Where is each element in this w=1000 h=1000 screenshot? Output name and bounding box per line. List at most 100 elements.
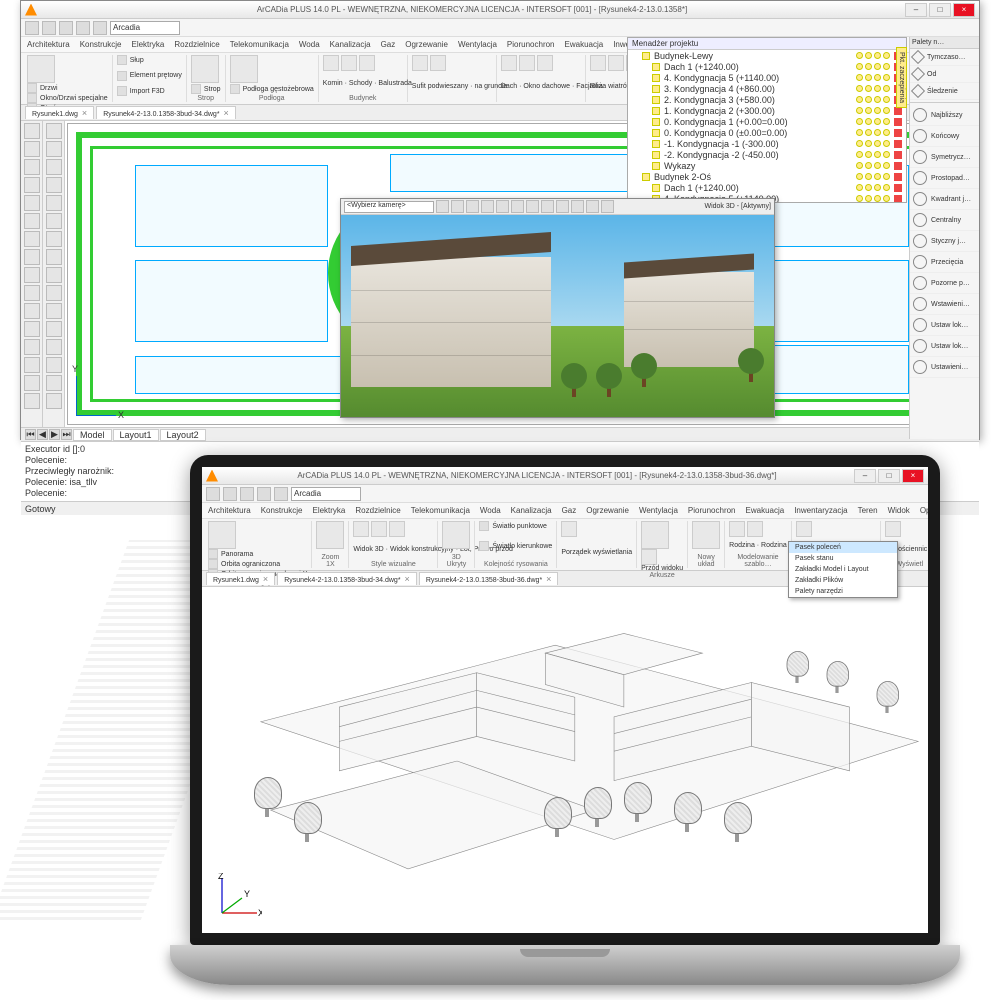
v3d-tool-icon[interactable] <box>436 200 449 213</box>
ribbon-icon[interactable] <box>608 55 624 71</box>
menu-tab[interactable]: Gaz <box>562 503 577 518</box>
tool-icon[interactable] <box>24 213 40 229</box>
tree-row[interactable]: Budynek-Lewy <box>628 50 906 61</box>
ribbon-big-icon[interactable] <box>191 55 219 83</box>
qat-new-icon[interactable] <box>25 21 39 35</box>
tool-icon[interactable] <box>24 159 40 175</box>
v3d-tool-icon[interactable] <box>571 200 584 213</box>
close-button[interactable]: × <box>902 469 924 483</box>
ribbon-big-icon[interactable] <box>230 55 258 83</box>
menu-tab[interactable]: Architektura <box>27 37 70 52</box>
menu-tab[interactable]: Elektryka <box>131 37 164 52</box>
titlebar[interactable]: ArCADia PLUS 14.0 PL - WEWNĘTRZNA, NIEKO… <box>202 467 928 485</box>
tree-row[interactable]: 3. Kondygnacja 4 (+860.00) <box>628 83 906 94</box>
ribbon-big-icon[interactable] <box>641 521 669 549</box>
tree-row[interactable]: Wykazy <box>628 160 906 171</box>
minimize-button[interactable]: – <box>905 3 927 17</box>
tool-icon[interactable] <box>24 123 40 139</box>
menu-tab[interactable]: Konstrukcje <box>261 503 303 518</box>
tool-icon[interactable] <box>24 357 40 373</box>
tool-icon[interactable] <box>46 213 62 229</box>
tool-icon[interactable] <box>24 267 40 283</box>
tab-close-icon[interactable]: × <box>546 574 551 584</box>
tool-icon[interactable] <box>46 231 62 247</box>
menu-tab[interactable]: Piorunochron <box>507 37 555 52</box>
layout-nav-next[interactable]: ▶ <box>49 429 60 440</box>
ribbon-item[interactable]: Podłoga gęstożebrowa <box>230 84 314 94</box>
tool-icon[interactable] <box>24 249 40 265</box>
qat-icon[interactable] <box>240 487 254 501</box>
tool-icon[interactable] <box>46 375 62 391</box>
tool-icon[interactable] <box>46 249 62 265</box>
v3d-tool-icon[interactable] <box>466 200 479 213</box>
palette-item[interactable]: Ustawieni… <box>910 357 979 378</box>
palette-item[interactable]: Tymczaso… <box>910 49 979 66</box>
menu-tab[interactable]: Woda <box>299 37 320 52</box>
tree-row[interactable]: 0. Kondygnacja 0 (±0.00=0.00) <box>628 127 906 138</box>
qat-redo-icon[interactable] <box>93 21 107 35</box>
tool-icon[interactable] <box>46 321 62 337</box>
tool-icon[interactable] <box>46 159 62 175</box>
ribbon-item[interactable]: Panorama <box>208 549 307 559</box>
palette-item[interactable]: Ustaw lok… <box>910 315 979 336</box>
ribbon-icon[interactable] <box>359 55 375 71</box>
tool-icon[interactable] <box>24 321 40 337</box>
ribbon-big-icon[interactable] <box>442 521 470 549</box>
document-tab[interactable]: Rysunek4-2-13.0.1358-3bud-34.dwg*× <box>277 572 417 585</box>
tree-row[interactable]: -2. Kondygnacja -2 (-450.00) <box>628 149 906 160</box>
menu-tab[interactable]: Ogrzewanie <box>405 37 448 52</box>
ribbon-icon[interactable] <box>537 55 553 71</box>
project-manager-panel[interactable]: Menadżer projektu Budynek-LewyDach 1 (+1… <box>627 37 907 203</box>
tool-icon[interactable] <box>46 141 62 157</box>
v3d-tool-icon[interactable] <box>601 200 614 213</box>
menu-tab[interactable]: Inwentaryzacja <box>794 503 847 518</box>
tool-icon[interactable] <box>46 285 62 301</box>
tree-row[interactable]: Budynek 2-Oś <box>628 171 906 182</box>
tool-icon[interactable] <box>46 267 62 283</box>
tool-icon[interactable] <box>46 177 62 193</box>
layout-nav-last[interactable]: ⏭ <box>61 429 72 440</box>
tool-icon[interactable] <box>46 393 62 409</box>
view-3d-window[interactable]: <Wybierz kamerę> Widok 3D - [Aktywny] <box>340 198 775 418</box>
ribbon-big-icon[interactable] <box>316 521 344 549</box>
menu-tab[interactable]: Rozdzielnice <box>355 503 400 518</box>
tab-close-icon[interactable]: × <box>224 108 229 118</box>
ribbon-item[interactable]: Okno/Drzwi specjalne <box>27 93 108 103</box>
qat-icon[interactable] <box>257 487 271 501</box>
tool-icon[interactable] <box>24 195 40 211</box>
ribbon-icon[interactable] <box>796 521 812 537</box>
layout-tab-model[interactable]: Model <box>73 429 112 441</box>
titlebar[interactable]: ArCADia PLUS 14.0 PL - WEWNĘTRZNA, NIEKO… <box>21 1 979 19</box>
v3d-tool-icon[interactable] <box>586 200 599 213</box>
palette-item[interactable]: Ustaw lok… <box>910 336 979 357</box>
menu-item[interactable]: Zakładki Plików <box>789 575 897 586</box>
menu-tab[interactable]: Widok <box>888 503 910 518</box>
menu-tab[interactable]: Wentylacja <box>458 37 497 52</box>
tool-icon[interactable] <box>46 357 62 373</box>
menu-tab[interactable]: Gaz <box>381 37 396 52</box>
v3d-tool-icon[interactable] <box>451 200 464 213</box>
ribbon-icon[interactable] <box>729 521 745 537</box>
document-tab[interactable]: Rysunek4-2-13.0.1358-3bud-34.dwg*× <box>96 106 236 119</box>
tool-icon[interactable] <box>46 195 62 211</box>
menu-tab[interactable]: Wentylacja <box>639 503 678 518</box>
menu-item[interactable]: Palety narzędzi <box>789 586 897 597</box>
ribbon-icon[interactable] <box>412 55 428 71</box>
ribbon-icon[interactable] <box>323 55 339 71</box>
tree-row[interactable]: -1. Kondygnacja -1 (-300.00) <box>628 138 906 149</box>
qat-icon[interactable] <box>223 487 237 501</box>
ribbon-item[interactable]: Drzwi <box>27 83 108 93</box>
palette-item[interactable]: Od <box>910 66 979 83</box>
ribbon-item[interactable]: Strop <box>191 84 221 94</box>
tree-row[interactable]: Dach 1 (+1240.00) <box>628 61 906 72</box>
document-tab[interactable]: Rysunek1.dwg× <box>206 572 275 585</box>
palette-item[interactable]: Pozorne p… <box>910 273 979 294</box>
ribbon-item[interactable]: Element prętowy <box>117 71 182 81</box>
tab-close-icon[interactable]: × <box>405 574 410 584</box>
palette-item[interactable]: Kwadrant j… <box>910 189 979 210</box>
ribbon-item[interactable]: Orbita ograniczona <box>208 559 307 569</box>
tool-icon[interactable] <box>24 303 40 319</box>
menu-tab[interactable]: Kanalizacja <box>511 503 552 518</box>
qat-icon[interactable] <box>206 487 220 501</box>
layout-tab-1[interactable]: Layout1 <box>113 429 159 441</box>
